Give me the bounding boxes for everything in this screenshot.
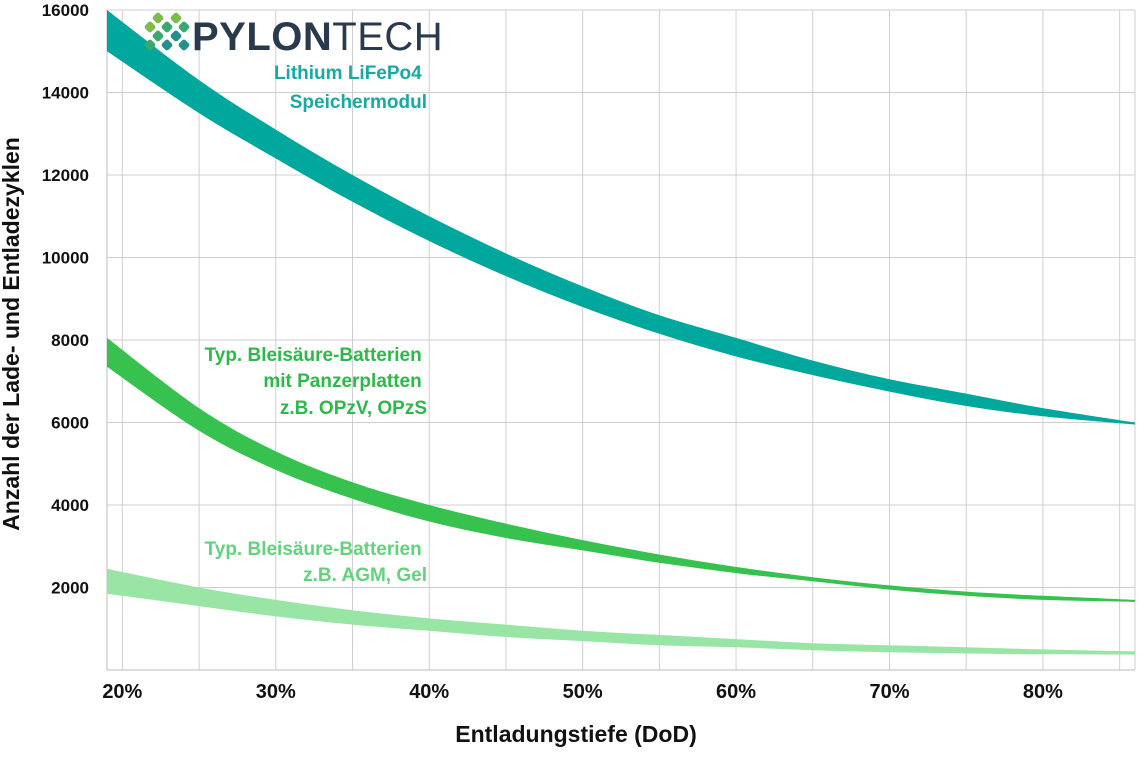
x-tick-label: 70% <box>869 681 909 703</box>
x-tick-label: 80% <box>1023 681 1063 703</box>
x-tick-label: 20% <box>102 681 142 703</box>
logo-dot <box>161 21 173 33</box>
logo-dot <box>170 12 182 24</box>
panzer-band <box>107 337 1135 602</box>
agm-label-line-1: Typ. Bleisäure-Batterien <box>205 539 422 560</box>
agm-band <box>107 568 1135 655</box>
x-tick-label: 30% <box>256 681 296 703</box>
x-tick-label: 60% <box>716 681 756 703</box>
logo-dot <box>161 39 173 51</box>
pylontech-logo-text: PYLONTECH <box>192 15 443 59</box>
y-ticks: 2000 4000 6000 8000 10000 12000 14000 16000 <box>42 1 89 598</box>
logo-dot <box>152 30 164 42</box>
y-tick-label: 6000 <box>51 414 89 433</box>
pylontech-logo: PYLONTECH <box>144 12 443 59</box>
y-tick-label: 12000 <box>42 166 89 185</box>
logo-brand-light: TECH <box>332 15 443 59</box>
y-tick-label: 10000 <box>42 249 89 268</box>
x-tick-label: 40% <box>409 681 449 703</box>
y-tick-label: 2000 <box>51 579 89 598</box>
logo-dot <box>178 21 190 33</box>
logo-dot <box>152 12 164 24</box>
panzer-label-line-1: Typ. Bleisäure-Batterien <box>205 345 422 366</box>
y-axis-title: Anzahl der Lade- und Entladezyklen <box>0 137 24 531</box>
agm-label-line-2: z.B. AGM, Gel <box>303 565 427 586</box>
logo-dot <box>144 39 156 51</box>
lithium-label-line-2: Speichermodul <box>290 92 427 113</box>
x-tick-label: 50% <box>563 681 603 703</box>
y-tick-label: 14000 <box>42 84 89 103</box>
panzer-label-line-3: z.B. OPzV, OPzS <box>280 398 427 419</box>
y-tick-label: 4000 <box>51 496 89 515</box>
logo-brand-strong: PYLON <box>192 15 332 59</box>
panzer-band-label: Typ. Bleisäure-Batterien mit Panzerplatt… <box>205 345 427 419</box>
logo-dot <box>178 39 190 51</box>
bands <box>107 10 1135 655</box>
x-ticks: 20% 30% 40% 50% 60% 70% 80% <box>102 681 1063 703</box>
agm-band-label: Typ. Bleisäure-Batterien z.B. AGM, Gel <box>205 539 427 586</box>
lithium-label-line-1: Lithium LiFePo4 <box>274 63 422 84</box>
pylontech-logo-icon <box>144 12 190 51</box>
y-tick-label: 8000 <box>51 331 89 350</box>
logo-dot <box>144 21 156 33</box>
y-tick-label: 16000 <box>42 1 89 20</box>
lithium-band-label: Lithium LiFePo4 Speichermodul <box>274 63 427 113</box>
panzer-label-line-2: mit Panzerplatten <box>263 371 421 392</box>
x-axis-title: Entladungstiefe (DoD) <box>455 721 697 747</box>
logo-dot <box>170 30 182 42</box>
